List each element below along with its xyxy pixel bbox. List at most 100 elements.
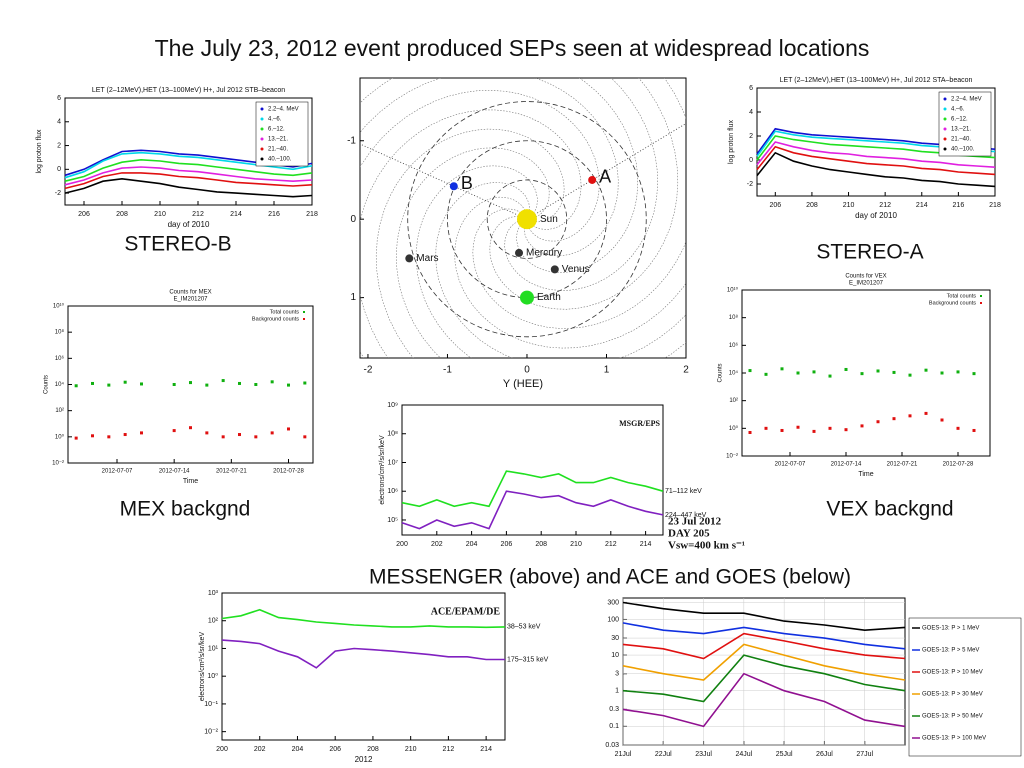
series-line (64, 177, 313, 198)
legend-swatch (943, 137, 947, 141)
x-tick-label: 204 (466, 541, 478, 548)
y-tick-label: 1 (350, 292, 356, 303)
point (287, 427, 290, 431)
point (107, 383, 111, 387)
y-tick-label: 10⁸ (729, 314, 739, 321)
point (908, 414, 912, 418)
y-tick-label: 10⁶ (55, 355, 65, 362)
x-axis-label: day of 2010 (168, 220, 210, 229)
y-tick-label: 100 (607, 616, 619, 623)
x-tick-label: 210 (405, 746, 417, 753)
series-line (756, 145, 996, 176)
x-tick-label: 202 (254, 746, 266, 753)
y-tick-label: -1 (347, 135, 356, 146)
point (924, 411, 928, 415)
point (74, 436, 78, 440)
x-tick-label: 208 (806, 202, 818, 209)
caption: VEX backgnd (826, 498, 953, 521)
point (287, 383, 290, 387)
y-axis-label: log proton flux (36, 129, 43, 173)
point (892, 417, 896, 421)
y-tick-label: 10⁶ (729, 342, 739, 349)
parker-spiral (360, 89, 600, 358)
annotation: Vsw=400 km s⁻¹ (668, 540, 745, 552)
y-tick-label: 10⁰ (55, 433, 65, 440)
point (956, 370, 960, 374)
x-tick-label: 26Jul (816, 751, 833, 758)
legend-entry: GOES-13: P > 50 MeV (922, 714, 983, 720)
point (140, 431, 143, 435)
x-tick-label: 216 (953, 202, 965, 209)
y-tick-label: 10⁰ (207, 672, 218, 680)
y-tick-label: 0.03 (605, 742, 619, 749)
legend-swatch (980, 302, 982, 304)
x-tick-label: 0 (524, 365, 530, 376)
annotation: ACE/EPAM/DE (431, 606, 501, 617)
legend-swatch (303, 318, 305, 320)
y-tick-label: 300 (607, 599, 619, 606)
series-line (622, 632, 906, 660)
plot-frame (622, 597, 906, 746)
y-tick-label: 3 (615, 671, 619, 678)
body (449, 182, 458, 191)
legend-entry: GOES-13: P > 1 MeV (922, 626, 979, 632)
y-tick-label: -2 (55, 190, 61, 197)
series-line (756, 151, 996, 188)
x-tick-label: 2012-07-21 (887, 462, 918, 468)
annotation: DAY 205 (668, 528, 710, 540)
point (303, 381, 307, 385)
y-tick-label: 6 (749, 85, 753, 92)
series-line (64, 172, 313, 190)
point (940, 371, 944, 375)
legend-swatch (260, 157, 264, 161)
point (221, 435, 225, 439)
legend-entry: GOES-13: P > 30 MeV (922, 692, 983, 698)
y-tick-label: 10⁻² (726, 454, 738, 460)
caption: STEREO-A (816, 241, 923, 264)
x-axis-label: Time (858, 471, 873, 478)
point (205, 431, 209, 435)
orbit-ring (486, 179, 568, 259)
legend-swatch (943, 117, 947, 121)
y-tick-label: 10⁹ (387, 402, 398, 409)
x-tick-label: 210 (570, 541, 582, 548)
body (519, 290, 534, 305)
caption: MESSENGER (above) and ACE and GOES (belo… (369, 566, 851, 589)
legend-swatch (260, 127, 264, 131)
legend-swatch (260, 117, 264, 121)
legend-entry: 21.–40. (268, 147, 288, 153)
x-tick-label: 214 (480, 746, 492, 753)
point (764, 426, 768, 430)
legend-entry: 2.2–4. MeV (268, 107, 299, 113)
point (860, 424, 864, 428)
legend-entry: 6.–12. (951, 117, 968, 123)
y-tick-label: 10⁶ (387, 488, 398, 495)
legend-swatch (980, 295, 982, 297)
x-tick-label: 200 (216, 746, 228, 753)
legend-swatch (260, 147, 264, 151)
x-tick-label: 2012-07-28 (943, 462, 974, 468)
point (972, 428, 976, 432)
x-tick-label: 22Jul (655, 751, 672, 758)
x-axis-label: day of 2010 (855, 211, 897, 220)
x-tick-label: 208 (535, 541, 547, 548)
point (74, 384, 78, 388)
x-tick-label: 1 (604, 365, 610, 376)
series-label: 71–112 keV (665, 488, 702, 495)
point (748, 369, 752, 373)
point (238, 381, 241, 385)
x-axis-label: Time (183, 478, 198, 485)
x-tick-label: 212 (605, 541, 617, 548)
y-tick-label: 30 (611, 635, 619, 642)
y-tick-label: 2 (57, 142, 61, 149)
x-tick-label: 27Jul (856, 751, 873, 758)
point (876, 369, 880, 373)
legend-entry: GOES-13: P > 5 MeV (922, 648, 979, 654)
x-tick-label: 216 (268, 211, 280, 218)
x-tick-label: 214 (916, 202, 928, 209)
body-label: A (599, 167, 611, 187)
point (123, 433, 127, 437)
body (515, 248, 524, 257)
y-tick-label: 1 (615, 688, 619, 695)
annotation: 23 Jul 2012 (668, 516, 722, 528)
